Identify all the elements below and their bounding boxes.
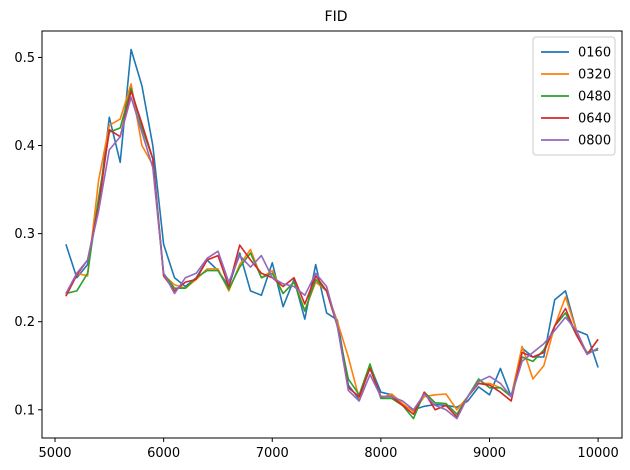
legend-box (532, 36, 616, 156)
legend-label-0640: 0640 (578, 112, 611, 127)
legend: 0160 0320 0480 0640 0800 (532, 36, 616, 156)
series-layer (65, 48, 599, 420)
legend-label-0480: 0480 (578, 90, 611, 105)
x-tick-label: 10000 (577, 446, 618, 461)
x-tick-label: 9000 (473, 446, 506, 461)
y-axis: 0.1 0.2 0.3 0.4 0.5 (14, 51, 42, 418)
series-line-0800 (65, 96, 599, 420)
legend-label-0800: 0800 (578, 134, 611, 149)
plot-frame (41, 30, 623, 439)
x-tick-label: 8000 (364, 446, 397, 461)
y-tick-label: 0.5 (14, 51, 35, 66)
series-line-0320 (65, 83, 599, 413)
y-tick-label: 0.1 (14, 403, 35, 418)
legend-label-0320: 0320 (578, 68, 611, 83)
series-line-0160 (65, 48, 599, 411)
x-axis: 5000 6000 7000 8000 9000 10000 (38, 438, 619, 461)
x-tick-label: 7000 (256, 446, 289, 461)
x-tick-label: 6000 (147, 446, 180, 461)
chart-title: FID (325, 9, 348, 25)
legend-label-0160: 0160 (578, 46, 611, 61)
y-tick-label: 0.2 (14, 315, 35, 330)
y-tick-label: 0.4 (14, 139, 35, 154)
x-tick-label: 5000 (38, 446, 71, 461)
y-tick-label: 0.3 (14, 227, 35, 242)
